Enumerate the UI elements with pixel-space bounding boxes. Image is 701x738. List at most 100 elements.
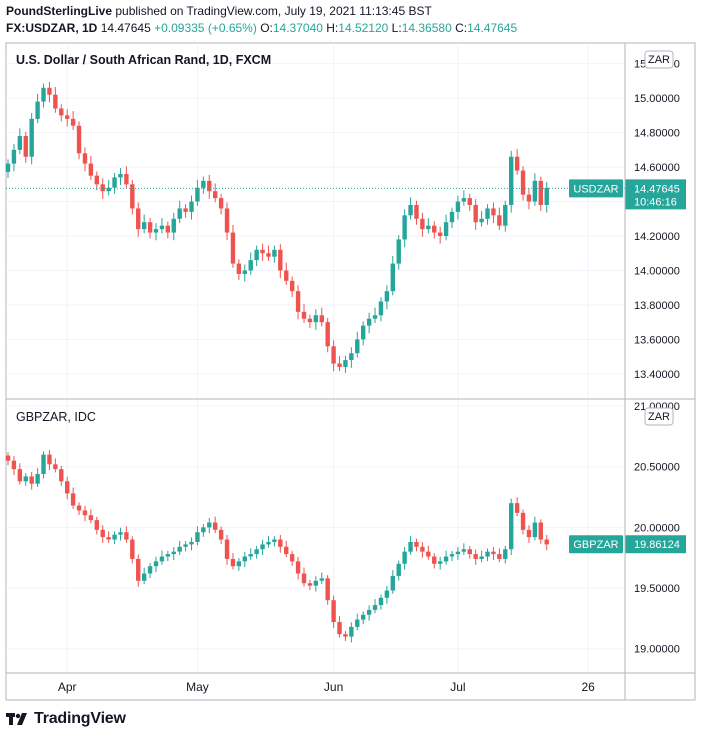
candle-body xyxy=(491,208,496,216)
candle-body xyxy=(437,561,443,564)
y-tick-label: 15.00000 xyxy=(634,93,680,105)
candle-body xyxy=(189,201,194,212)
price-value-label: 14.47645 xyxy=(634,183,680,195)
candle-body xyxy=(497,554,502,559)
candle-body xyxy=(301,573,307,584)
author-name[interactable]: PoundSterlingLive xyxy=(6,4,113,18)
candle-body xyxy=(443,556,449,562)
candle-body xyxy=(230,558,236,567)
price-name-tag xyxy=(569,535,623,554)
candle-body xyxy=(112,177,117,188)
candle-body xyxy=(485,208,490,219)
candle-body xyxy=(426,551,431,557)
candle-body xyxy=(118,532,123,535)
candle-body xyxy=(23,476,28,482)
candle-body xyxy=(520,170,526,195)
candle-body xyxy=(355,619,360,627)
candle-body xyxy=(301,311,307,319)
publish-date: published on TradingView.com, July 19, 2… xyxy=(115,4,432,18)
candle-body xyxy=(195,187,200,202)
currency-badge[interactable] xyxy=(644,50,674,69)
y-tick-label: 14.20000 xyxy=(634,231,680,243)
candle-body xyxy=(153,229,159,233)
candle-body xyxy=(230,232,236,264)
candle-body xyxy=(189,541,194,545)
y-tick-label: 13.40000 xyxy=(634,369,680,381)
candle-body xyxy=(171,551,176,555)
candle-body xyxy=(313,580,319,586)
candle-body xyxy=(378,301,384,316)
candle-body xyxy=(47,454,52,465)
candle-body xyxy=(106,187,111,192)
candle-body xyxy=(313,315,319,323)
tradingview-logo-icon xyxy=(6,713,27,725)
candle-body xyxy=(384,590,390,598)
candle-body xyxy=(349,626,354,637)
candle-body xyxy=(319,578,324,581)
candle-body xyxy=(485,551,490,557)
candle-body xyxy=(124,532,129,540)
last-price: 14.47645 xyxy=(100,21,151,35)
x-tick-label: 26 xyxy=(581,680,595,694)
candle-body xyxy=(224,208,230,233)
price-name-label: USDZAR xyxy=(573,183,618,195)
candle-body xyxy=(461,198,467,202)
candle-body xyxy=(408,541,413,552)
candle-body xyxy=(201,180,206,188)
candle-body xyxy=(307,583,313,586)
candle-body xyxy=(449,554,455,557)
chart-area[interactable]: 13.40000 13.60000 13.80000 14.00000 14.20000… xyxy=(0,0,701,705)
candle-body xyxy=(337,622,342,635)
candle-body xyxy=(82,510,88,516)
candle-body xyxy=(47,87,52,95)
candle-body xyxy=(213,522,218,530)
candle-body xyxy=(130,184,135,209)
candle-body xyxy=(307,318,313,323)
candle-body xyxy=(159,556,165,562)
candle-body xyxy=(59,108,64,116)
candle-body xyxy=(183,544,188,547)
candle-body xyxy=(213,191,218,199)
candle-body xyxy=(183,208,188,212)
candle-body xyxy=(509,503,514,550)
candle-body xyxy=(396,239,401,264)
candle-body xyxy=(266,253,271,257)
y-tick-label: 20.00000 xyxy=(634,522,680,534)
candle-body xyxy=(331,346,336,364)
candle-body xyxy=(349,353,354,361)
candle-body xyxy=(88,163,94,176)
candle-body xyxy=(337,363,342,367)
candle-body xyxy=(100,184,105,192)
candle-body xyxy=(94,520,99,530)
pane-title: U.S. Dollar / South African Rand, 1D, FX… xyxy=(16,53,271,67)
candle-body xyxy=(106,537,111,540)
candle-body xyxy=(278,539,283,547)
candle-body xyxy=(224,539,230,559)
candle-body xyxy=(278,249,283,271)
candle-body xyxy=(414,541,419,547)
candle-body xyxy=(449,211,455,223)
footer-brand[interactable]: TradingView xyxy=(34,710,126,727)
candle-body xyxy=(414,204,419,219)
price-name-tag xyxy=(569,179,623,198)
candle-body xyxy=(82,153,88,164)
candle-body xyxy=(396,563,401,576)
candle-body xyxy=(70,493,76,506)
candle-body xyxy=(207,180,212,192)
candle-body xyxy=(17,136,23,150)
candle-body xyxy=(538,522,543,540)
candle-body xyxy=(514,503,520,513)
candle-body xyxy=(153,561,159,567)
candle-body xyxy=(124,173,129,185)
currency-badge[interactable] xyxy=(644,407,674,426)
x-tick-label: May xyxy=(186,680,209,694)
symbol-label: FX:USDZAR, 1D xyxy=(6,21,98,35)
candle-body xyxy=(159,225,165,230)
candle-body xyxy=(195,532,200,542)
candle-body xyxy=(141,573,147,581)
x-tick-label: Jul xyxy=(450,680,465,694)
candle-body xyxy=(473,554,478,559)
candle-body xyxy=(236,561,242,567)
candle-body xyxy=(248,260,253,271)
candle-body xyxy=(443,222,449,237)
